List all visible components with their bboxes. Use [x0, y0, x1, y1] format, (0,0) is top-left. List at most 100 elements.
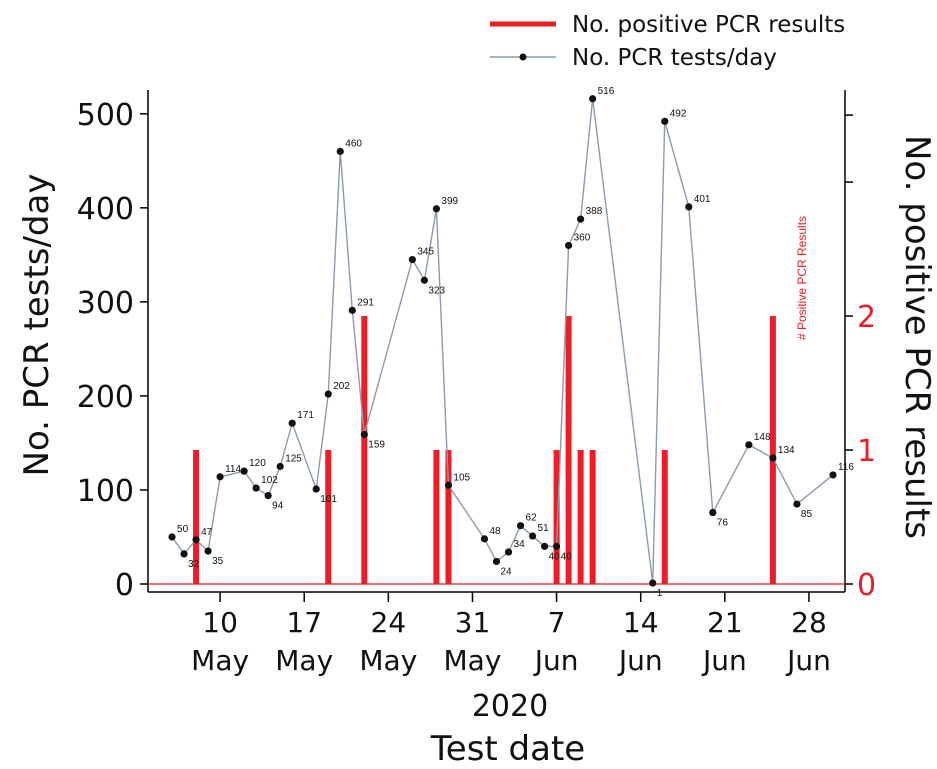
x-tick-month-label: Jun [701, 644, 747, 677]
tests-per-day-point [793, 500, 801, 508]
positive-result-bar [577, 450, 584, 584]
tests-per-day-point [432, 205, 441, 213]
tests-per-day-point [492, 557, 501, 566]
tests-per-day-data-label: 62 [526, 513, 538, 524]
tests-per-day-point [480, 535, 489, 543]
tests-per-day-data-label: 1 [657, 588, 663, 599]
y-axis-right-title: No. positive PCR results [897, 135, 937, 539]
tests-per-day-data-label: 40 [561, 551, 573, 562]
tests-per-day-data-label: 105 [453, 472, 470, 483]
x-tick-day-label: 7 [548, 606, 566, 639]
tests-per-day-point [360, 430, 368, 439]
tests-per-day-point [288, 419, 296, 427]
positive-result-bar [553, 450, 560, 584]
x-tick-month-label: May [275, 644, 333, 677]
y-right-tick-label: 0 [857, 568, 876, 603]
tests-per-day-data-label: 114 [225, 464, 241, 475]
y-axis-left-title: No. PCR tests/day [17, 174, 57, 477]
tests-per-day-point [709, 508, 717, 517]
positive-result-bar [445, 450, 452, 584]
tests-per-day-data-label: 24 [501, 566, 513, 577]
tests-per-day-data-label: 101 [320, 494, 337, 505]
y-left-tick-label: 200 [77, 380, 134, 415]
tests-per-day-point [685, 203, 693, 211]
tests-per-day-point [192, 536, 200, 544]
tests-per-day-point [829, 471, 837, 479]
tests-per-day-data-label: 388 [586, 206, 603, 217]
axes [147, 90, 846, 593]
tests-per-day-data-label: 134 [778, 445, 795, 456]
tests-per-day-point [504, 548, 513, 556]
positive-result-bar [193, 450, 200, 584]
x-axis-year-label: 2020 [472, 689, 548, 724]
x-tick-day-label: 31 [455, 606, 491, 639]
positive-result-bar [433, 450, 440, 584]
tests-per-day-point [589, 95, 597, 103]
tests-per-day-polyline [171, 98, 834, 584]
tests-per-day-data-label: 34 [514, 539, 526, 550]
tests-per-day-data-label: 47 [201, 527, 213, 538]
tests-per-day-data-label: 125 [285, 453, 302, 464]
tests-per-day-point [204, 547, 212, 555]
tests-per-day-point [348, 306, 356, 314]
tests-per-day-data-label: 102 [261, 475, 278, 486]
positive-result-bar [361, 316, 368, 584]
tests-per-day-points [168, 95, 837, 587]
x-tick-month-label: Jun [617, 644, 663, 677]
tests-per-day-point [312, 485, 320, 493]
tests-per-day-data-label: 345 [417, 247, 434, 258]
tests-per-day-point [565, 241, 573, 250]
tests-per-day-data-label: 116 [838, 462, 854, 473]
y-axis-right-inner-label: # Positive PCR Results [795, 216, 809, 340]
tests-per-day-point [216, 473, 224, 481]
tests-per-day-data-label: 48 [489, 526, 501, 537]
tests-per-day-point [745, 441, 753, 449]
y-left-tick-label: 400 [77, 192, 134, 227]
x-tick-month-label: May [191, 644, 249, 677]
legend-label-positive: No. positive PCR results [572, 12, 845, 38]
tests-per-day-point [540, 542, 549, 550]
legend-label-tests: No. PCR tests/day [572, 45, 777, 71]
positive-result-bar [325, 450, 332, 584]
x-tick-month-label: Jun [533, 644, 579, 677]
tests-per-day-data-label: 492 [670, 108, 687, 119]
tests-per-day-data-label: 202 [333, 381, 350, 392]
x-axis-title: Test date [430, 729, 585, 769]
tests-per-day-data-label: 460 [345, 138, 362, 149]
tests-per-day-data-labels: 50 32 47 35 114 120 102 94 125 171 101 202 460 291 159… [177, 86, 854, 599]
tests-per-day-data-label: 32 [188, 559, 200, 570]
tests-per-day-point [577, 215, 585, 223]
tests-per-day-data-label: 148 [754, 432, 771, 443]
tests-per-day-point [408, 255, 416, 264]
tests-per-day-point [252, 484, 260, 492]
x-tick-month-label: May [444, 644, 502, 677]
tests-per-day-point [420, 276, 428, 284]
tests-per-day-point [264, 492, 272, 500]
positive-result-bar [769, 316, 776, 584]
x-tick-day-label: 21 [707, 606, 743, 639]
legend: No. positive PCR results No. PCR tests/d… [490, 12, 845, 71]
tests-per-day-data-label: 51 [538, 523, 550, 534]
tests-per-day-data-label: 291 [357, 297, 374, 308]
tests-per-day-data-label: 94 [272, 501, 284, 512]
tests-per-day-point [552, 542, 561, 550]
y-left-tick-label: 300 [77, 286, 134, 321]
tests-per-day-data-label: 516 [598, 86, 615, 97]
tests-per-day-line [171, 98, 834, 584]
x-tick-day-label: 17 [286, 606, 322, 639]
tests-per-day-data-label: 85 [801, 509, 813, 520]
y-left-tick-label: 100 [77, 474, 134, 509]
tests-per-day-data-label: 401 [694, 194, 711, 205]
positive-results-bars [193, 316, 776, 584]
x-tick-day-label: 24 [371, 606, 407, 639]
tests-per-day-data-label: 360 [574, 232, 591, 243]
x-tick-month-label: May [359, 644, 417, 677]
tests-per-day-point [240, 467, 248, 475]
tests-per-day-point [324, 390, 332, 398]
positive-result-bar [661, 450, 668, 584]
tests-per-day-data-label: 120 [249, 458, 266, 469]
x-tick-day-label: 14 [623, 606, 659, 639]
tests-per-day-point [661, 117, 669, 125]
tests-per-day-point [528, 532, 537, 540]
